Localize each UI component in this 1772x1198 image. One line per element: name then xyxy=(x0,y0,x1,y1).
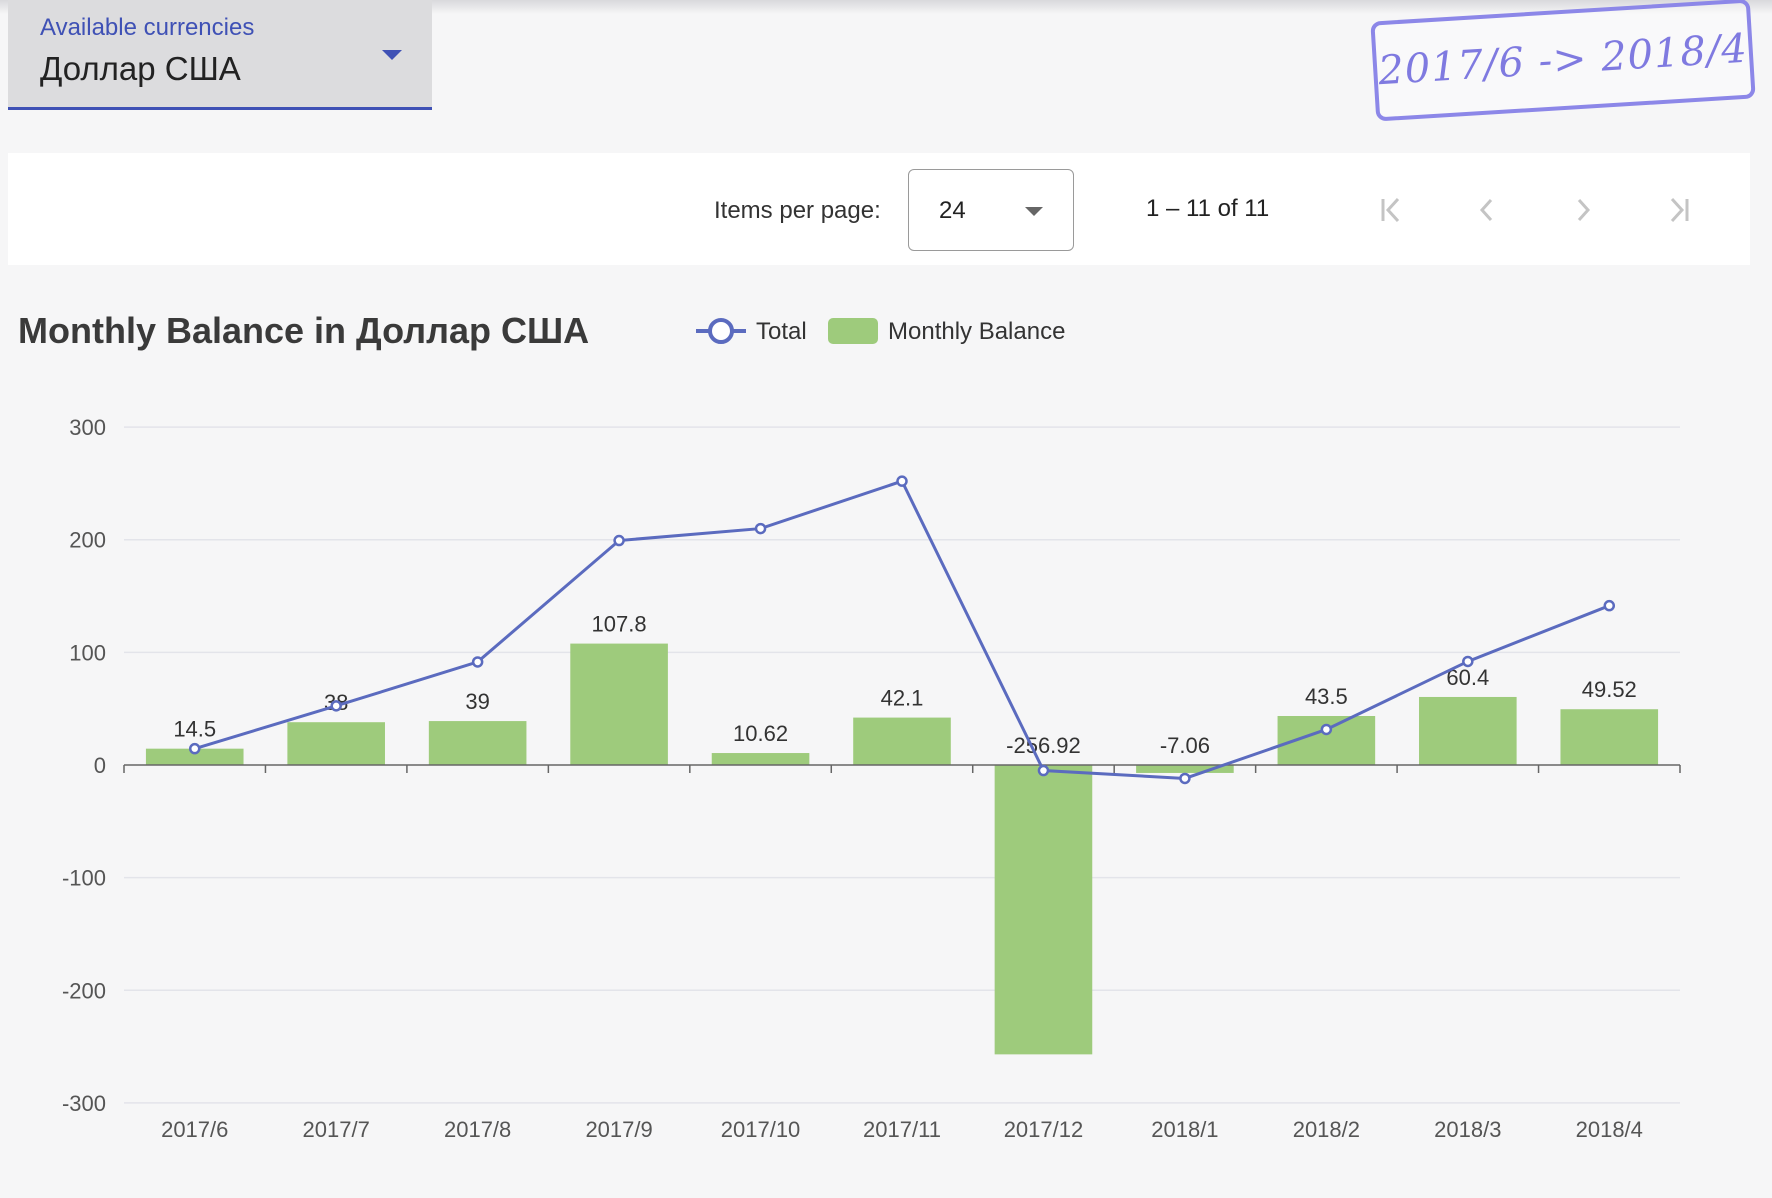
bar-value-label: 49.52 xyxy=(1582,677,1637,702)
total-point xyxy=(188,742,201,755)
paginator: Items per page: 24 1 – 11 of 11 xyxy=(8,153,1750,265)
first-page-icon xyxy=(1381,197,1400,223)
y-tick-label: -300 xyxy=(62,1091,106,1116)
date-range-stamp-text: 2017/6 -> 2018/4 xyxy=(1376,25,1750,95)
y-tick-label: 300 xyxy=(69,415,106,440)
page-range-label: 1 – 11 of 11 xyxy=(1146,195,1270,222)
chart-plot: 3002001000-100-200-30014.53839107.810.62… xyxy=(62,415,1681,1142)
bar xyxy=(853,717,951,765)
x-tick-label: 2017/6 xyxy=(161,1117,228,1142)
bar-value-label: 107.8 xyxy=(592,612,647,637)
next-page-button[interactable] xyxy=(1556,183,1610,237)
y-tick-label: 200 xyxy=(69,528,106,553)
bar-value-label: 14.5 xyxy=(173,717,216,742)
items-per-page-select[interactable]: 24 xyxy=(908,169,1074,251)
y-tick-label: -200 xyxy=(62,978,106,1003)
total-point xyxy=(1320,723,1333,736)
bar xyxy=(1136,765,1234,773)
bar xyxy=(145,748,244,765)
total-point xyxy=(1462,655,1474,668)
bar-value-label: -7.06 xyxy=(1160,733,1210,758)
y-tick-label: 0 xyxy=(94,753,106,778)
chevron-left-icon xyxy=(1479,198,1493,222)
x-tick-label: 2017/9 xyxy=(585,1117,652,1142)
total-point xyxy=(1037,764,1050,777)
items-per-page-label: Items per page: xyxy=(714,197,881,224)
x-tick-label: 2018/4 xyxy=(1576,1117,1643,1142)
total-point xyxy=(896,475,908,487)
x-tick-label: 2017/11 xyxy=(863,1117,941,1142)
last-page-icon xyxy=(1670,197,1689,223)
x-tick-label: 2018/3 xyxy=(1434,1117,1501,1142)
dropdown-arrow-icon xyxy=(382,50,402,60)
x-tick-label: 2017/10 xyxy=(721,1117,801,1142)
date-range-stamp: 2017/6 -> 2018/4 xyxy=(1370,0,1756,122)
total-point xyxy=(613,534,625,547)
x-tick-label: 2018/1 xyxy=(1151,1117,1218,1142)
last-page-button[interactable] xyxy=(1652,183,1706,237)
bar xyxy=(287,722,385,765)
y-tick-label: -100 xyxy=(62,866,106,891)
bar xyxy=(428,721,527,765)
bar xyxy=(1419,696,1517,765)
total-point xyxy=(1603,599,1616,612)
total-point xyxy=(1179,772,1191,785)
bar xyxy=(711,753,810,765)
first-page-button[interactable] xyxy=(1364,183,1418,237)
bar xyxy=(994,765,1093,1055)
currency-select[interactable]: Available currencies Доллар США xyxy=(8,0,432,110)
previous-page-button[interactable] xyxy=(1460,183,1514,237)
chevron-right-icon xyxy=(1577,198,1591,222)
x-tick-label: 2017/12 xyxy=(1004,1117,1084,1142)
currency-select-label: Available currencies xyxy=(40,14,255,41)
bar-value-label: 42.1 xyxy=(881,686,924,711)
bar-value-label: -256.92 xyxy=(1006,733,1081,758)
bar-value-label: 39 xyxy=(465,689,489,714)
chart-title: Monthly Balance in Доллар США xyxy=(18,310,590,351)
x-tick-label: 2017/8 xyxy=(444,1117,511,1142)
bar-value-label: 10.62 xyxy=(733,721,788,746)
total-point xyxy=(754,522,767,535)
bar-value-label: 43.5 xyxy=(1305,684,1348,709)
x-tick-label: 2018/2 xyxy=(1293,1117,1360,1142)
y-tick-label: 100 xyxy=(69,640,106,665)
legend-label-monthly-balance: Monthly Balance xyxy=(888,318,1066,345)
bar-marker-icon xyxy=(828,318,878,344)
total-point xyxy=(330,700,342,712)
items-per-page-value: 24 xyxy=(939,197,966,224)
bar xyxy=(570,643,668,765)
currency-select-value: Доллар США xyxy=(40,50,241,87)
line-marker-icon xyxy=(696,318,746,344)
x-tick-label: 2017/7 xyxy=(303,1117,370,1142)
total-point xyxy=(471,656,484,668)
legend-label-total: Total xyxy=(756,318,807,345)
top-shadow xyxy=(0,0,1772,14)
bar xyxy=(1560,709,1659,765)
dropdown-arrow-icon xyxy=(1025,207,1043,216)
